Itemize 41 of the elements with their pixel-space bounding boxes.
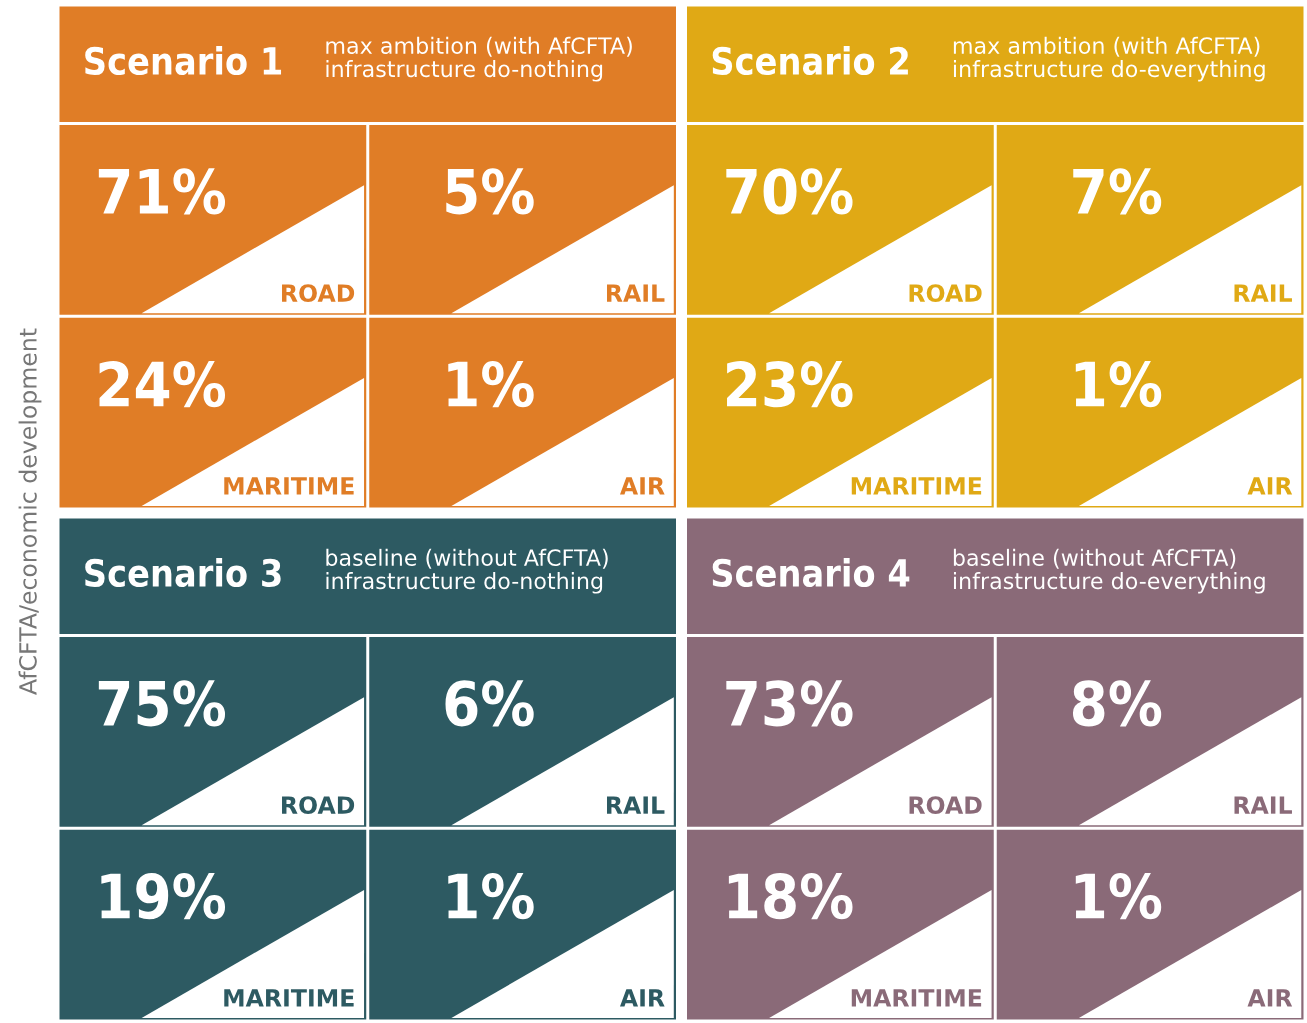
data-label: 8%: [1072, 680, 1162, 727]
text: Scenario 3: [85, 558, 281, 588]
data-label: 71%: [98, 168, 226, 215]
text: max ambition (with AfCFTA) infrastructure do-nothing: [326, 36, 632, 82]
category-label: ROAD: [282, 284, 355, 303]
text: Scenario 4: [712, 558, 910, 588]
category-label: RAIL: [1234, 284, 1292, 302]
data-label: 19%: [101, 872, 226, 920]
category-label: RAIL: [1234, 796, 1292, 814]
text: Scenario 2: [712, 46, 908, 76]
data-label: 75%: [98, 680, 226, 727]
data-label: 18%: [728, 872, 853, 920]
category-label: ROAD: [282, 796, 355, 815]
category-label: MARITIME: [851, 477, 982, 495]
data-label: 6%: [445, 680, 534, 727]
category-label: ROAD: [909, 284, 982, 303]
category-label: MARITIME: [224, 989, 354, 1007]
data-label: 5%: [446, 168, 534, 215]
category-label: RAIL: [607, 284, 665, 302]
category-label: AIR: [1247, 477, 1293, 495]
category-label: MARITIME: [224, 477, 354, 495]
category-label: RAIL: [607, 796, 665, 814]
category-label: AIR: [619, 989, 665, 1007]
text: baseline (without AfCFTA) infrastructure do-nothing: [326, 548, 608, 594]
text: Scenario 1: [85, 46, 282, 76]
data-label: 70%: [726, 168, 853, 215]
text: AfCFTA/economic development: [18, 328, 42, 695]
data-label: 7%: [1073, 168, 1162, 215]
data-label: 23%: [727, 360, 853, 408]
data-label: 73%: [726, 680, 853, 727]
category-label: MARITIME: [851, 989, 982, 1007]
category-label: ROAD: [909, 796, 982, 815]
text: baseline (without AfCFTA) infrastructure do-everything: [953, 548, 1265, 594]
data-label: 1%: [448, 872, 534, 920]
data-label: 1%: [1075, 360, 1162, 408]
data-label: 24%: [99, 360, 226, 408]
category-label: AIR: [1247, 989, 1293, 1007]
category-label: AIR: [619, 477, 665, 495]
data-label: 1%: [448, 360, 534, 408]
text: max ambition (with AfCFTA) infrastructure do-everything: [953, 36, 1265, 82]
data-label: 1%: [1075, 872, 1162, 920]
